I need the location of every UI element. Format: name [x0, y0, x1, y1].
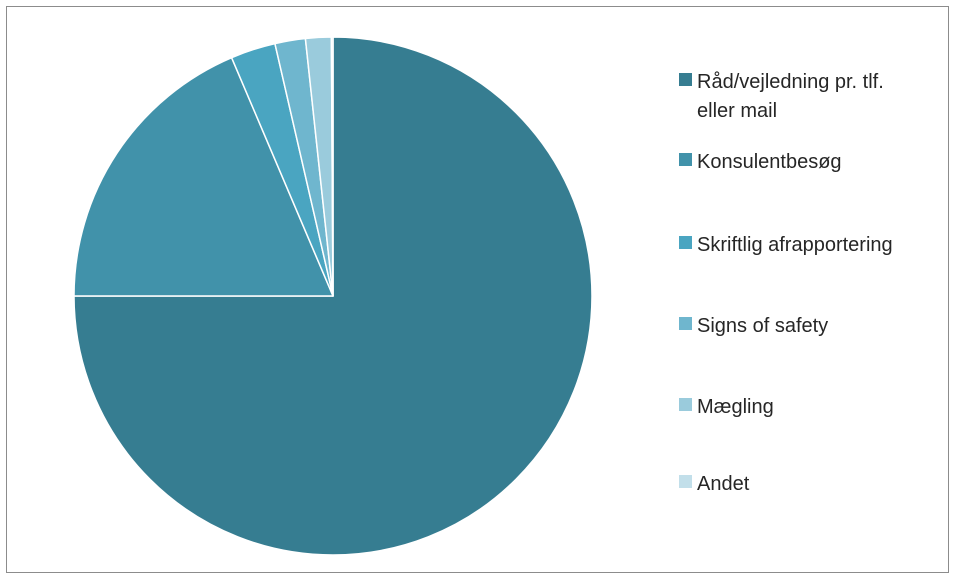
legend-item: Råd/vejledning pr. tlf. eller mail	[679, 68, 927, 126]
pie-slice	[73, 36, 593, 556]
legend-label: Andet	[697, 473, 750, 495]
legend-label: Råd/vejledning pr. tlf. eller mail	[697, 71, 884, 122]
legend-swatch	[679, 475, 692, 488]
legend-swatch	[679, 73, 692, 86]
pie-slice	[73, 56, 334, 297]
legend-item: Konsulentbesøg	[679, 148, 955, 177]
pie-chart	[73, 36, 593, 556]
legend-label: Skriftlig afrapportering	[697, 234, 893, 256]
legend-swatch	[679, 317, 692, 330]
legend-swatch	[679, 153, 692, 166]
pie-slice	[330, 36, 334, 297]
legend-label: Konsulentbesøg	[697, 151, 842, 173]
legend-item: Andet	[679, 470, 955, 499]
legend-item: Mægling	[679, 393, 955, 422]
legend-label: Mægling	[697, 396, 774, 418]
legend-label: Signs of safety	[697, 315, 829, 337]
legend-item: Skriftlig afrapportering	[679, 231, 955, 260]
legend-item: Signs of safety	[679, 312, 955, 341]
legend-swatch	[679, 398, 692, 411]
chart-area: Råd/vejledning pr. tlf. eller mail Konsu…	[6, 6, 949, 573]
legend-swatch	[679, 236, 692, 249]
